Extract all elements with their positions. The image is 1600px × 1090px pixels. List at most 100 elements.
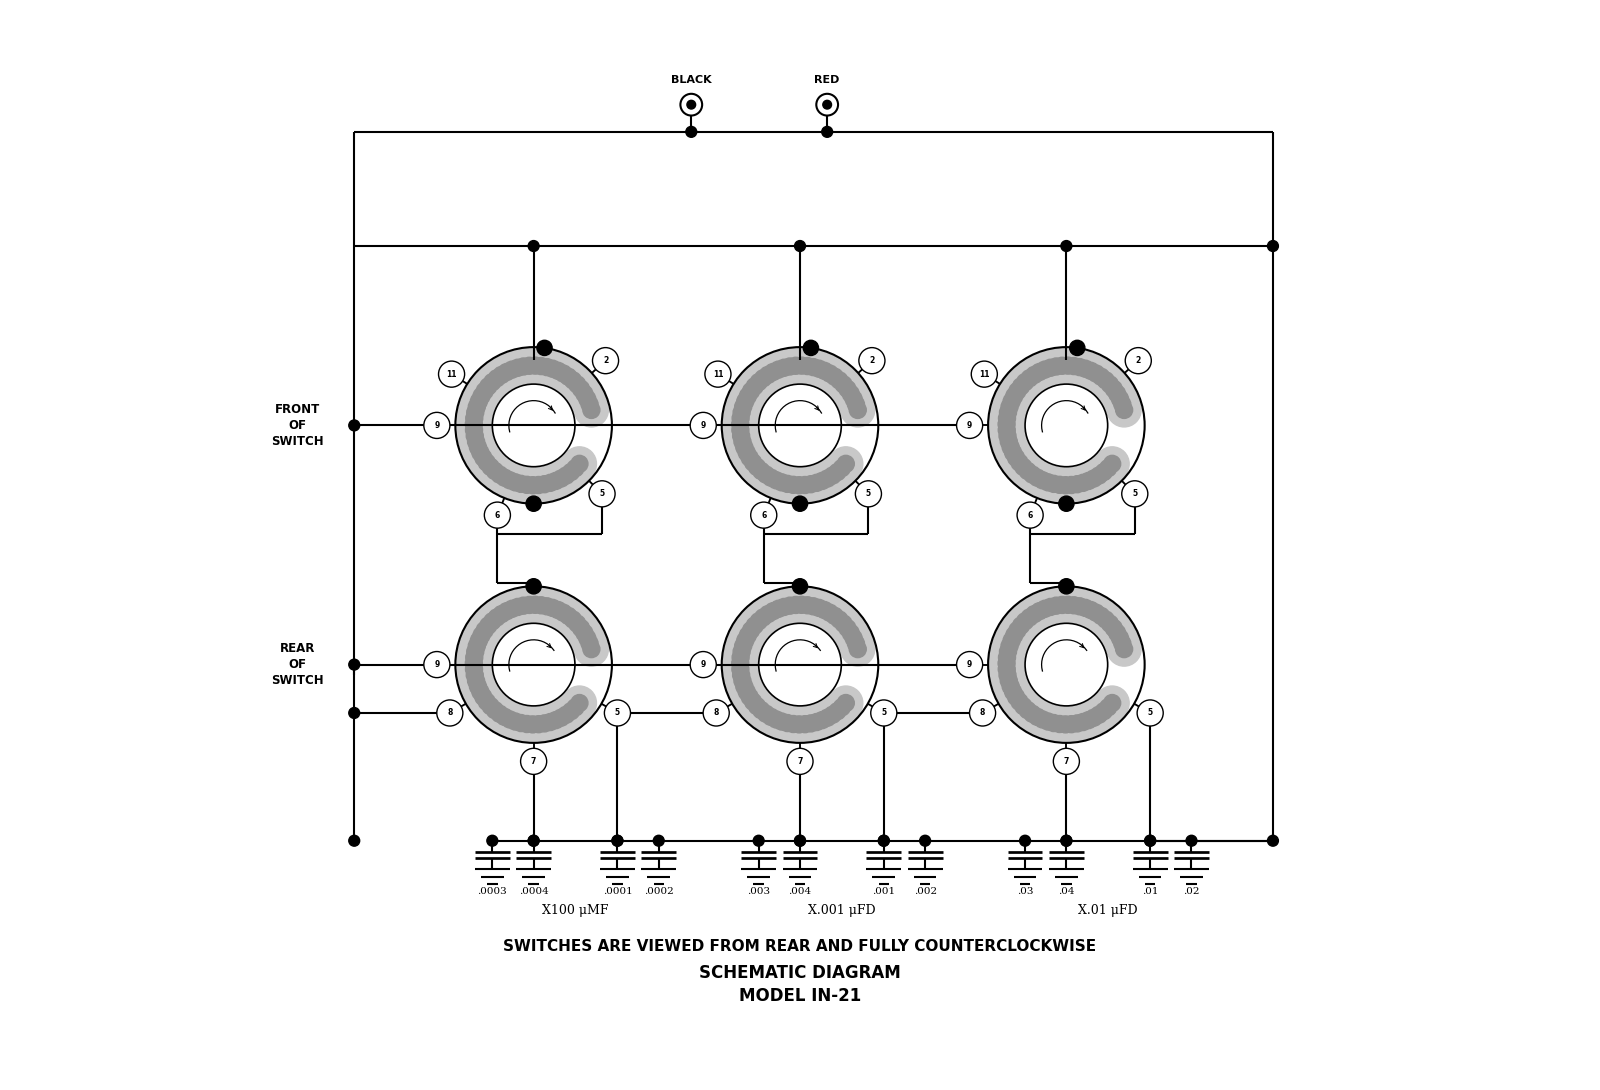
Circle shape [1008,689,1024,705]
Circle shape [466,649,483,666]
Circle shape [840,630,874,664]
Circle shape [1018,358,1053,391]
Circle shape [768,351,802,385]
Circle shape [558,706,574,724]
Circle shape [744,693,779,727]
Circle shape [731,655,749,671]
Circle shape [1075,594,1109,628]
Circle shape [482,458,517,492]
Circle shape [550,360,584,393]
Circle shape [485,358,520,391]
Circle shape [533,351,566,385]
Circle shape [1000,374,1034,408]
Circle shape [1018,459,1051,493]
Circle shape [1101,615,1118,632]
Circle shape [792,496,808,511]
Circle shape [790,349,824,383]
Circle shape [957,412,982,438]
Circle shape [990,416,1024,450]
Circle shape [723,643,757,677]
Circle shape [482,459,499,475]
Circle shape [731,617,765,652]
Circle shape [765,351,800,385]
Circle shape [1000,433,1018,450]
Circle shape [558,690,594,724]
Circle shape [1010,452,1043,487]
Circle shape [1114,396,1131,413]
Circle shape [517,707,550,741]
Circle shape [731,661,749,678]
Text: 9: 9 [701,661,706,669]
Circle shape [736,632,754,649]
Circle shape [477,363,512,397]
Circle shape [1075,462,1110,496]
Circle shape [1099,615,1133,649]
Circle shape [562,608,595,642]
Circle shape [1029,703,1062,738]
Circle shape [822,364,858,398]
Text: 5: 5 [600,489,605,498]
Circle shape [458,639,491,673]
Circle shape [570,620,603,655]
Circle shape [1030,465,1064,499]
Circle shape [1027,592,1061,626]
Circle shape [739,449,773,483]
Circle shape [805,592,838,626]
Circle shape [349,659,360,670]
Circle shape [1030,704,1064,738]
Circle shape [1075,714,1091,730]
Circle shape [1003,392,1021,410]
Circle shape [555,365,571,382]
Circle shape [574,390,608,425]
Circle shape [542,354,576,388]
Circle shape [653,835,664,846]
Circle shape [837,620,870,655]
Circle shape [725,635,758,670]
Circle shape [491,467,509,483]
Circle shape [725,392,760,426]
Circle shape [1042,598,1059,616]
Circle shape [470,632,488,649]
Circle shape [747,600,782,633]
Circle shape [1064,350,1098,385]
Circle shape [1016,613,1034,630]
Circle shape [994,431,1027,464]
Circle shape [458,397,493,431]
Circle shape [1094,370,1128,403]
Text: 9: 9 [434,421,440,429]
Circle shape [998,616,1034,650]
Circle shape [483,613,501,630]
Circle shape [790,716,808,732]
Circle shape [504,350,538,384]
Circle shape [501,351,536,385]
Circle shape [782,588,816,621]
Circle shape [565,611,581,628]
Circle shape [523,589,557,622]
Text: 9: 9 [966,421,973,429]
Circle shape [1003,632,1021,649]
Circle shape [480,456,514,489]
Circle shape [779,588,814,622]
Circle shape [1018,698,1051,731]
Circle shape [1006,366,1040,400]
Circle shape [723,655,758,690]
Circle shape [469,372,502,407]
Circle shape [526,706,562,740]
Circle shape [498,465,531,499]
Circle shape [547,699,581,732]
Circle shape [475,689,491,705]
Circle shape [797,716,813,732]
Text: REAR
OF
SWITCH: REAR OF SWITCH [272,642,325,687]
Circle shape [813,596,846,630]
Circle shape [472,444,490,461]
Circle shape [1026,606,1043,622]
Text: 6: 6 [494,510,501,520]
Circle shape [1069,591,1102,625]
Circle shape [725,633,758,667]
Circle shape [750,698,784,731]
Circle shape [992,631,1026,665]
Circle shape [474,388,490,404]
Circle shape [458,419,491,452]
Circle shape [736,611,770,645]
Circle shape [542,594,576,628]
